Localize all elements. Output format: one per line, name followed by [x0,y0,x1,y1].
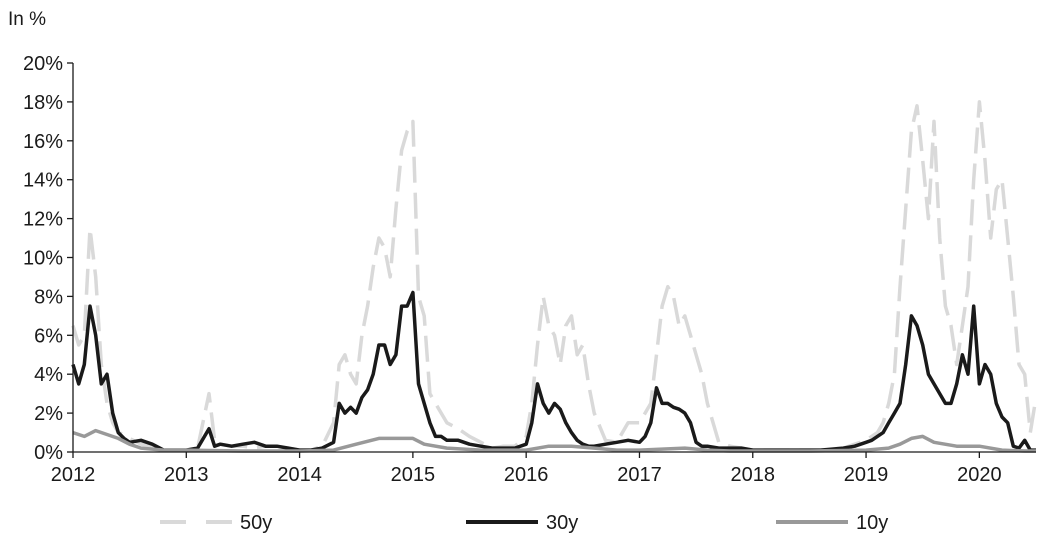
legend-label-10y: 10y [856,512,888,534]
x-tick-label: 2012 [51,464,96,486]
y-tick-label: 4% [34,364,63,386]
y-tick-label: 8% [34,286,63,308]
x-tick-label: 2015 [391,464,436,486]
y-tick-label: 2% [34,403,63,425]
y-tick-label: 6% [34,325,63,347]
x-tick-label: 2018 [731,464,776,486]
series-30y-line [71,290,1036,452]
x-tick-label: 2016 [504,464,549,486]
y-tick-label: 14% [23,170,63,192]
x-axis: 2012 2013 2014 2015 2016 2017 2018 2019 2020 [51,452,1002,486]
x-tick-label: 2017 [617,464,662,486]
x-tick-label: 2013 [164,464,209,486]
y-tick-label: 0% [34,442,63,464]
series-50y-line [71,100,1038,452]
legend-label-50y: 50y [240,512,272,534]
y-axis: 0% 2% 4% 6% 8% 10% 12% 14% 16% 18% 20% [23,53,73,464]
y-tick-label: 16% [23,131,63,153]
y-tick-label: 20% [23,53,63,75]
series-layer [71,100,1038,453]
legend-label-30y: 30y [546,512,578,534]
y-tick-label: 18% [23,92,63,114]
legend: 50y 30y 10y [160,512,888,534]
x-tick-label: 2019 [844,464,889,486]
series-10y-line [72,428,1036,453]
unit-label: In % [8,9,46,30]
x-tick-label: 2020 [957,464,1002,486]
y-tick-label: 10% [23,248,63,270]
x-tick-label: 2014 [277,464,322,486]
y-tick-label: 12% [23,209,63,231]
